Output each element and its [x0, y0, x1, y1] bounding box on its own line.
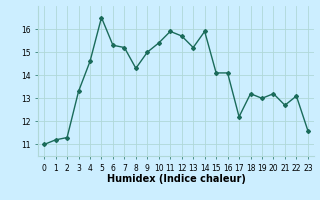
- X-axis label: Humidex (Indice chaleur): Humidex (Indice chaleur): [107, 174, 245, 184]
